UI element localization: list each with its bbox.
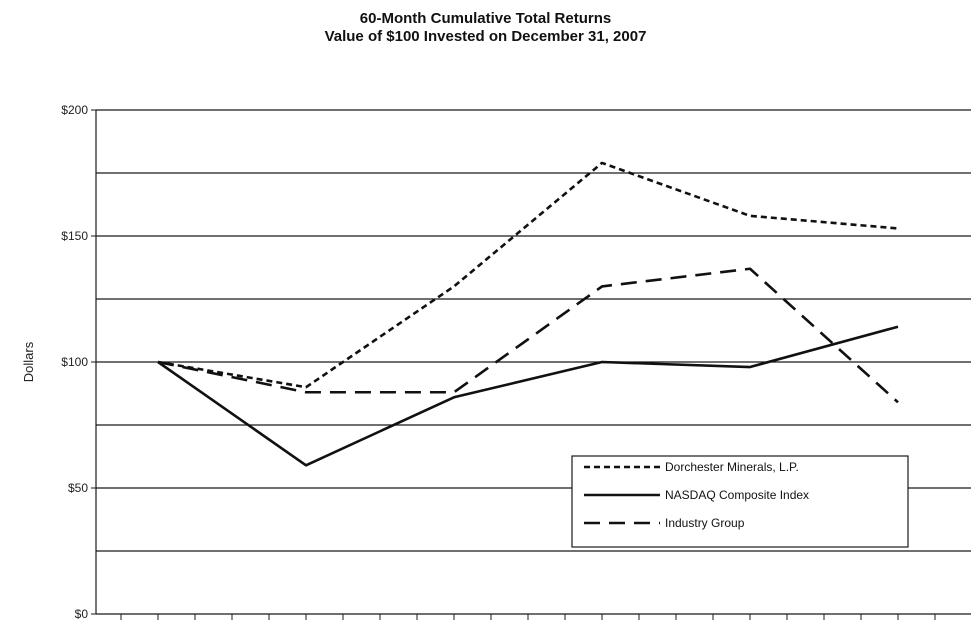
series-line [157, 325, 899, 467]
legend-box [571, 455, 909, 548]
y-tick-label: $100 [61, 355, 88, 369]
legend: Dorchester Minerals, L.P. NASDAQ Composit… [571, 455, 909, 548]
y-tick-label: $200 [61, 103, 88, 117]
y-axis-label: Dollars [21, 341, 36, 382]
chart-subtitle: Value of $100 Invested on December 31, 2… [324, 28, 647, 45]
y-tick-label: $0 [75, 607, 89, 620]
legend-label: NASDAQ Composite Index [665, 488, 809, 502]
series-line [157, 161, 899, 389]
y-tick-label: $50 [68, 481, 88, 495]
legend-label: Industry Group [665, 516, 745, 530]
x-tick-marks [120, 614, 936, 620]
y-tick-labels: $0 $50 $100 $150 $200 [61, 103, 96, 620]
chart-title: 60-Month Cumulative Total Returns [359, 10, 612, 27]
chart-title-block: 60-Month Cumulative Total Returns Value … [0, 10, 971, 46]
series-lines [157, 161, 899, 467]
series-line [157, 267, 899, 404]
legend-label: Dorchester Minerals, L.P. [665, 460, 799, 474]
y-tick-label: $150 [61, 229, 88, 243]
